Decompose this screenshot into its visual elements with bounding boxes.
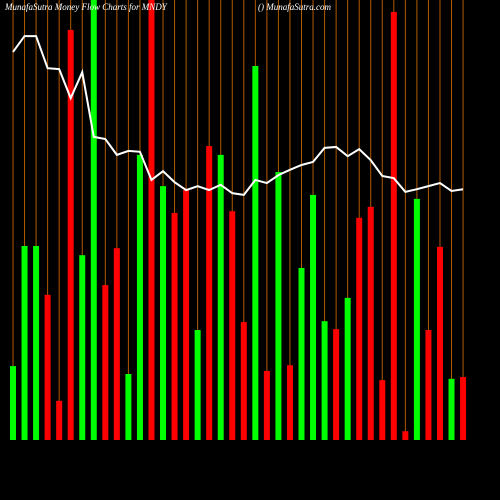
bar: [344, 297, 351, 440]
bar: [160, 186, 167, 440]
bar: [21, 245, 28, 440]
bar: [252, 66, 259, 440]
bar: [286, 365, 293, 440]
bar: [275, 172, 282, 441]
bar: [448, 378, 455, 440]
bar: [436, 246, 443, 440]
bar: [206, 146, 213, 440]
bar: [240, 322, 247, 440]
bar: [402, 431, 409, 440]
bar: [321, 321, 328, 440]
bar: [136, 154, 143, 440]
bar: [413, 198, 420, 440]
bar: [90, 0, 97, 440]
bar: [217, 154, 224, 440]
bar: [310, 194, 317, 440]
bar: [183, 190, 190, 440]
bar: [171, 212, 178, 440]
line: [12, 35, 464, 196]
bar: [298, 267, 305, 440]
bar: [229, 211, 236, 440]
bar: [67, 29, 74, 440]
bar: [56, 400, 63, 440]
bar: [148, 0, 155, 440]
bar: [356, 217, 363, 440]
bar: [333, 329, 340, 440]
bar: [263, 370, 270, 440]
bar: [102, 285, 109, 440]
bar: [79, 255, 86, 440]
bar: [390, 11, 397, 440]
bar: [113, 248, 120, 440]
bar: [425, 330, 432, 440]
bar: [125, 374, 132, 440]
marks: [10, 0, 467, 441]
bar: [33, 245, 40, 440]
bar: [460, 377, 467, 440]
bar: [379, 380, 386, 440]
chart-title: MunafaSutra Money Flow Charts for MNDY: [4, 2, 168, 12]
bar: [44, 294, 51, 440]
bar: [194, 330, 201, 440]
bar: [10, 366, 16, 440]
chart-subtitle: () MunafaSutra.com: [258, 2, 331, 12]
bar: [367, 206, 374, 440]
